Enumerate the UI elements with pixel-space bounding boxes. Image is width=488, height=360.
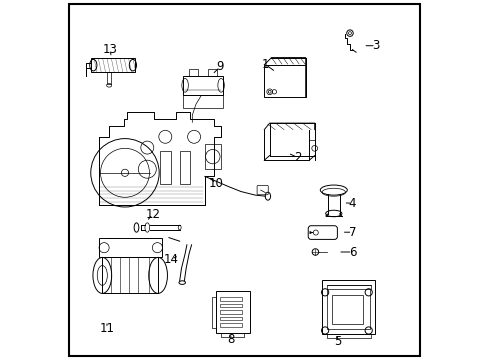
Bar (220, 317, 241, 320)
Text: 12: 12 (145, 208, 160, 221)
Text: 1: 1 (261, 58, 268, 71)
Bar (220, 304, 241, 307)
Text: 8: 8 (226, 333, 234, 346)
Text: 5: 5 (333, 335, 340, 348)
Bar (326, 289, 370, 329)
Text: 2: 2 (293, 151, 301, 164)
Text: 3: 3 (371, 39, 379, 52)
Text: 13: 13 (102, 43, 118, 56)
Bar (204, 144, 221, 169)
Bar (183, 76, 223, 95)
Bar (160, 151, 170, 184)
Text: 10: 10 (208, 177, 223, 190)
Text: 6: 6 (348, 246, 356, 258)
Text: 11: 11 (99, 322, 114, 335)
Bar (321, 280, 374, 334)
Bar (220, 310, 241, 314)
Bar (188, 69, 197, 76)
Text: 7: 7 (348, 226, 356, 239)
Bar (331, 295, 363, 324)
Bar (220, 297, 241, 301)
Bar (179, 151, 190, 184)
Bar (91, 58, 134, 72)
Bar (208, 69, 217, 76)
Bar (264, 65, 305, 97)
Bar (107, 72, 111, 84)
Bar (220, 323, 241, 327)
Bar (183, 95, 223, 108)
Bar (102, 257, 158, 293)
Text: 9: 9 (216, 60, 224, 73)
Text: 14: 14 (163, 253, 179, 266)
Bar (215, 291, 249, 333)
Text: 4: 4 (348, 197, 356, 210)
Bar (99, 238, 162, 257)
